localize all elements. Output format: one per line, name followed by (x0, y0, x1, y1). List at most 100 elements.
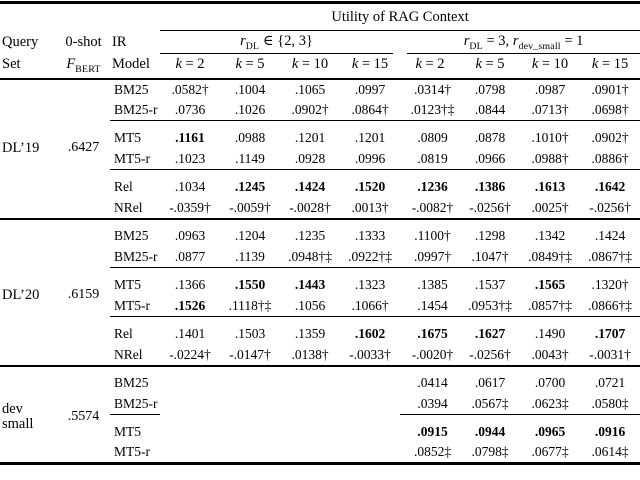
subgroup-separator (0, 414, 640, 422)
metric-value: .0713† (531, 101, 569, 117)
rule-segment (110, 316, 640, 324)
model-label: MT5 (114, 277, 141, 293)
metric-value: .0580‡ (591, 395, 629, 411)
table-row: Rel .1034 .1245 .1424 .1520 .1236 .1386 .1613 .1… (0, 177, 640, 198)
model-label: MT5 (114, 130, 141, 146)
metric-value: .1323 (354, 277, 386, 293)
metric-value: .1602 (354, 326, 386, 342)
k-eq: = 10 (298, 56, 329, 73)
metric-value: -.0028† (289, 199, 331, 215)
metric-value (340, 394, 400, 415)
metric-value: .1161 (175, 130, 205, 146)
spanner-spacer (0, 3, 160, 31)
metric-value: .0809 (417, 130, 448, 146)
metric-value: .1204 (234, 228, 266, 244)
k-eq: = 15 (598, 56, 629, 73)
metric-value: .1443 (294, 277, 326, 293)
metric-value: -.0082† (411, 199, 454, 215)
table-row: DL’20 .6159 BM25 .0963 .1204 .1235 .1333 .1100†… (0, 226, 640, 302)
col-zeroshot-header-line1: 0-shot (65, 34, 102, 51)
metric-value: .0948†‡ (288, 248, 332, 264)
model-label: MT5-r (114, 297, 150, 313)
k-var: k (291, 56, 299, 73)
group2-label: rDL = 3, rdev_small = 1 (407, 33, 640, 55)
k-var: k (531, 56, 539, 73)
rule-segment (110, 267, 640, 275)
metric-value: .0700 (534, 375, 566, 391)
metric-value: .0798‡ (471, 444, 509, 460)
metric-value: .1118†‡ (228, 297, 272, 313)
metric-value (160, 373, 220, 394)
metric-value: .0996 (354, 150, 386, 166)
metric-value (220, 394, 280, 415)
metric-value: .1034 (174, 179, 206, 195)
rule-segment (110, 120, 640, 128)
metric-value: .1565 (534, 277, 566, 293)
metric-value: .0922†‡ (348, 248, 392, 264)
model-label: NRel (114, 199, 143, 215)
metric-value: .1385 (417, 277, 448, 293)
metric-value: .0963 (174, 228, 206, 244)
k-eq: = 15 (358, 56, 389, 73)
table-row: BM25-r .0877 .1139 .0948†‡ .0922†‡ .0997† .104… (0, 247, 640, 268)
k-eq: = 5 (481, 56, 505, 73)
metric-value: .1236 (417, 179, 448, 195)
table-body: DL’19 .6427 BM25 .0582† .1004 .1065 .0997 .0314… (0, 79, 640, 464)
table-row: DL’19 .6427 BM25 .0582† .1004 .1065 .0997 .0314… (0, 79, 640, 156)
metric-value: .0966 (474, 150, 506, 166)
metric-value (160, 443, 220, 464)
table-row: BM25-r .0394 .0567‡ .0623‡ .0580‡ (0, 394, 640, 415)
metric-value: .0582† (171, 81, 209, 97)
model-label: NRel (114, 346, 143, 362)
k-eq: = 2 (181, 56, 205, 73)
table-row: MT5-r .1023 .1149 .0928 .0996 .0819 .0966 .0988… (0, 149, 640, 170)
spanner-row: Utility of RAG Context (0, 2, 640, 32)
k-eq: = 10 (538, 56, 569, 73)
subgroup-separator (0, 169, 640, 177)
group2-rest: = 1 (560, 33, 584, 50)
k-var: k (351, 56, 359, 73)
metric-value: .0877 (174, 248, 206, 264)
metric-value: -.0031† (589, 346, 631, 362)
metric-value: .0138† (291, 346, 329, 362)
metric-value (220, 443, 280, 464)
metric-value: .1139 (235, 248, 265, 264)
group2-mid: = 3, (482, 33, 513, 50)
metric-value: -.0059† (229, 199, 271, 215)
subgroup-separator (0, 120, 640, 128)
metric-value: .0902† (291, 101, 329, 117)
metric-value: -.0033† (349, 346, 391, 362)
metric-value: .1235 (294, 228, 326, 244)
metric-value: .1520 (354, 179, 386, 195)
col-query-header-line2: Set (0, 54, 57, 80)
metric-value: .1023 (174, 150, 206, 166)
metric-value: .0849†‡ (528, 248, 572, 264)
k-eq: = 2 (421, 56, 445, 73)
k-eq: = 5 (241, 56, 265, 73)
block-separator-rule (0, 364, 640, 373)
table-row: MT5-r .0852‡ .0798‡ .0677‡ .0614‡ (0, 443, 640, 464)
k-var: k (591, 56, 599, 73)
metric-value: .1149 (235, 150, 265, 166)
metric-value: .1056 (294, 297, 326, 313)
group1-rest: ∈ {2, 3} (259, 33, 313, 50)
table-row: BM25-r .0736 .1026 .0902† .0864† .0123†‡ .0844… (0, 100, 640, 121)
group2-sub2: dev_small (518, 40, 561, 52)
metric-value: .0677‡ (531, 444, 569, 460)
metric-value: .0857†‡ (528, 297, 572, 313)
metric-value (160, 422, 220, 443)
metric-value: .0928 (294, 150, 326, 166)
metric-value: .1424 (594, 228, 626, 244)
metric-value: .1010† (531, 130, 569, 146)
k-col-header: k = 2 (400, 54, 460, 80)
table-row: Rel .1401 .1503 .1359 .1602 .1675 .1627 .1490 .1… (0, 324, 640, 345)
metric-value: .0944 (474, 424, 506, 440)
metric-value: .0886† (591, 150, 629, 166)
metric-value: -.0224† (169, 346, 211, 362)
query-set-label: DL’20 (0, 226, 57, 366)
block-separator (0, 364, 640, 373)
metric-value: .0844 (474, 101, 506, 117)
metric-value: .0953†‡ (468, 297, 512, 313)
group1-var: r (240, 33, 246, 50)
k-header-row: Set FBERT Model k = 2 k = 5 k = 10 k = 1… (0, 54, 640, 80)
